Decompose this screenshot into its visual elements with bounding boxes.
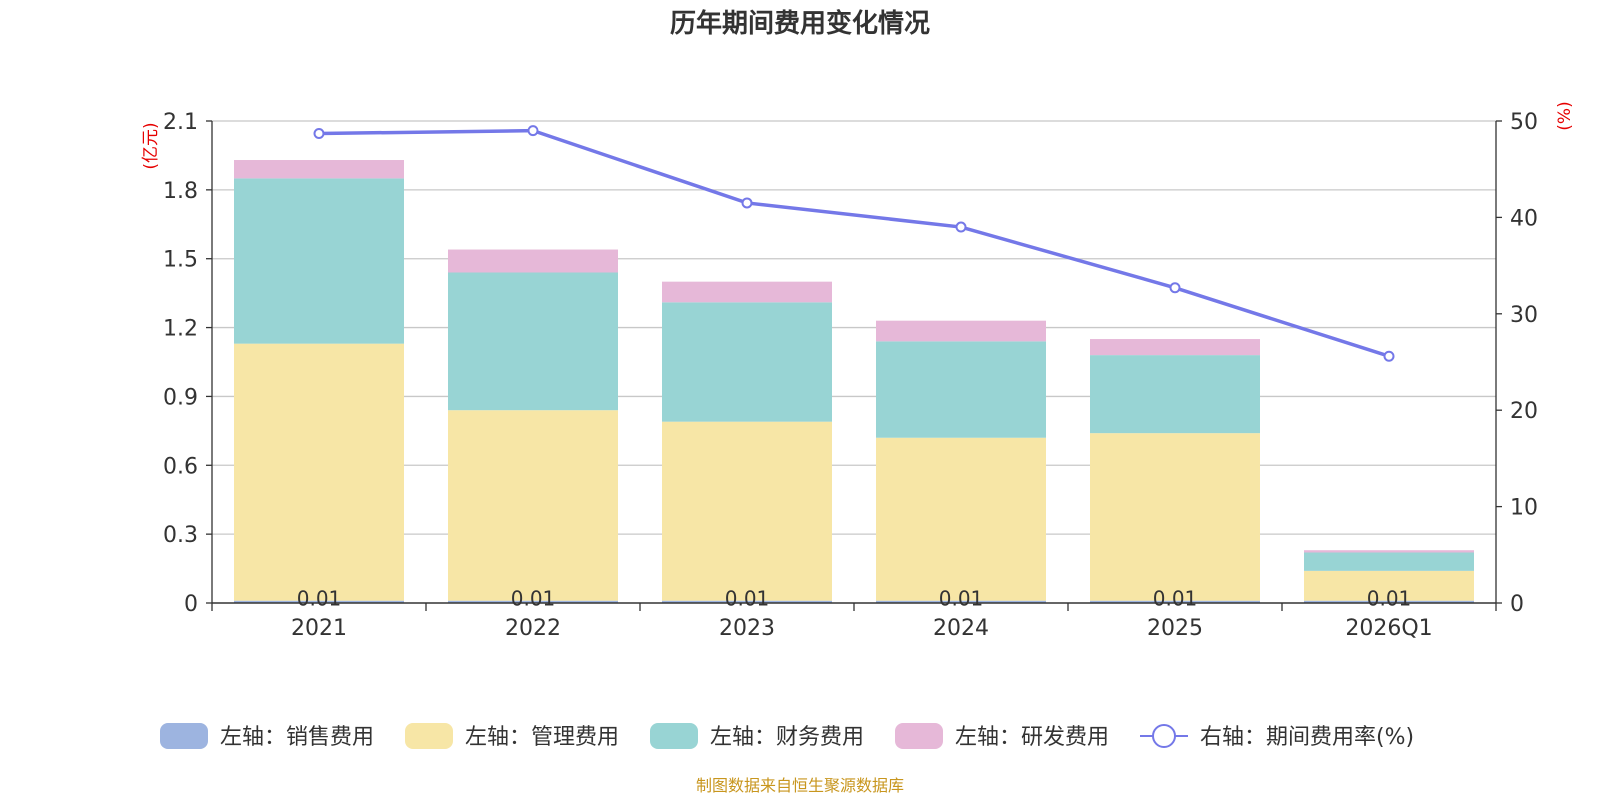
right-axis-unit: (%) [1555, 101, 1575, 130]
bar-value-label: 0.01 [725, 587, 770, 611]
bar-segment [876, 600, 1046, 603]
legend-swatch [405, 723, 453, 749]
bar-segment [234, 600, 404, 603]
bar-segment [448, 600, 618, 603]
legend-marker-swatch [1152, 724, 1176, 748]
right-tick-label: 40 [1510, 206, 1538, 231]
legend-swatch [650, 723, 698, 749]
legend-label: 左轴：管理费用 [465, 725, 619, 750]
rate-point [1383, 350, 1395, 362]
x-tick-label: 2023 [719, 616, 775, 641]
left-tick-label: 1.5 [163, 248, 198, 273]
rate-line-path [318, 128, 1390, 358]
rate-point [955, 221, 967, 233]
x-tick-label: 2026Q1 [1345, 616, 1432, 641]
left-tick-label: 2.1 [163, 110, 198, 135]
bar-segment [1304, 600, 1474, 603]
left-tick-label: 0 [184, 592, 198, 617]
rate-point [741, 197, 753, 209]
bar-segment [448, 410, 618, 601]
legend-item: 左轴：销售费用 [160, 723, 374, 750]
legend-label: 左轴：研发费用 [955, 725, 1109, 750]
legend-label: 左轴：销售费用 [220, 725, 374, 750]
left-tick-label: 1.8 [163, 179, 198, 204]
bar-segment [1090, 339, 1260, 356]
axes: 0 0.3 0.6 0.9 1.2 1.5 1.8 2.1 0 10 20 30 40 50 2021 202… [163, 110, 1538, 641]
left-tick-label: 1.2 [163, 317, 198, 342]
bar-segment [1304, 570, 1474, 601]
right-tick-label: 10 [1510, 496, 1538, 521]
bar-segment [1090, 433, 1260, 601]
bar-segment [876, 341, 1046, 438]
x-tick-label: 2025 [1147, 616, 1203, 641]
right-tick-label: 0 [1510, 592, 1524, 617]
left-tick-label: 0.6 [163, 454, 198, 479]
bar-segment [1304, 552, 1474, 571]
legend: 左轴：销售费用 左轴：管理费用 左轴：财务费用 左轴：研发费用 右轴：期间费用率(%) [160, 723, 1414, 750]
bar-segment [1090, 355, 1260, 434]
legend-item: 左轴：研发费用 [895, 723, 1109, 750]
x-tick-label: 2021 [291, 616, 347, 641]
right-tick-label: 30 [1510, 303, 1538, 328]
bar-segment [448, 249, 618, 273]
bar-segment [1090, 600, 1260, 603]
bar-labels: 0.01 0.01 0.01 0.01 0.01 0.01 [297, 587, 1412, 611]
bar-segment [234, 343, 404, 601]
bar-segment [662, 302, 832, 422]
right-tick-label: 20 [1510, 399, 1538, 424]
chart-title: 历年期间费用变化情况 [670, 8, 930, 39]
legend-swatch [160, 723, 208, 749]
bar-value-label: 0.01 [1367, 587, 1412, 611]
bar-segment [1304, 550, 1474, 553]
bar-segment [662, 421, 832, 601]
legend-label: 右轴：期间费用率(%) [1200, 725, 1414, 750]
x-tick-label: 2022 [505, 616, 561, 641]
source-note: 制图数据来自恒生聚源数据库 [696, 776, 904, 795]
legend-item: 左轴：财务费用 [650, 723, 864, 750]
bar-value-label: 0.01 [939, 587, 984, 611]
rate-point [1169, 282, 1181, 294]
bars [234, 160, 1474, 603]
legend-item: 左轴：管理费用 [405, 723, 619, 750]
legend-swatch [895, 723, 943, 749]
bar-value-label: 0.01 [1153, 587, 1198, 611]
bar-segment [876, 437, 1046, 601]
x-tick-label: 2024 [933, 616, 989, 641]
rate-point [313, 128, 325, 140]
rate-point [527, 125, 539, 137]
bar-segment [234, 160, 404, 179]
left-axis-unit: (亿元) [141, 122, 161, 169]
left-tick-label: 0.3 [163, 523, 198, 548]
bar-segment [662, 281, 832, 303]
bar-value-label: 0.01 [511, 587, 556, 611]
legend-item: 右轴：期间费用率(%) [1140, 724, 1414, 750]
left-tick-label: 0.9 [163, 385, 198, 410]
grid-lines [212, 120, 1496, 535]
bar-segment [448, 272, 618, 411]
rate-line [313, 125, 1395, 362]
legend-label: 左轴：财务费用 [710, 725, 864, 750]
bar-segment [234, 178, 404, 344]
bar-segment [662, 600, 832, 603]
bar-value-label: 0.01 [297, 587, 342, 611]
bar-segment [876, 320, 1046, 342]
right-tick-label: 50 [1510, 110, 1538, 135]
